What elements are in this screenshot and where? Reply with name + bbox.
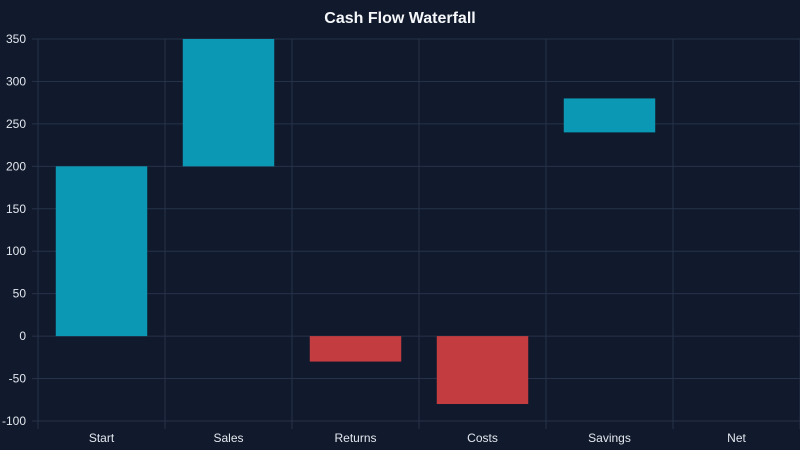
y-axis: 350 300 250 200 150 100 50 0 -50 -100 [2, 32, 38, 428]
bar-savings [563, 98, 656, 133]
grid [37, 38, 800, 429]
y-tick-label: 350 [6, 32, 26, 46]
x-tick-label: Start [89, 431, 115, 445]
y-tick-label: 300 [6, 74, 26, 88]
x-tick-label: Returns [334, 431, 376, 445]
y-tick-label: -100 [2, 414, 26, 428]
bar-returns [309, 336, 402, 362]
x-axis: Start Sales Returns Costs Savings Net [89, 431, 747, 445]
y-tick-label: 150 [6, 202, 26, 216]
bar-costs [436, 336, 529, 405]
x-tick-label: Net [727, 431, 746, 445]
bar-sales [182, 39, 275, 167]
x-tick-label: Savings [588, 431, 631, 445]
y-tick-label: -50 [9, 372, 27, 386]
bar-start [55, 166, 148, 337]
y-tick-label: 100 [6, 244, 26, 258]
y-tick-label: 0 [19, 329, 26, 343]
y-tick-label: 250 [6, 117, 26, 131]
y-tick-label: 50 [13, 287, 27, 301]
y-tick-label: 200 [6, 159, 26, 173]
bars [55, 39, 656, 405]
x-tick-label: Costs [467, 431, 498, 445]
chart-title: Cash Flow Waterfall [324, 10, 475, 27]
x-tick-label: Sales [213, 431, 243, 445]
